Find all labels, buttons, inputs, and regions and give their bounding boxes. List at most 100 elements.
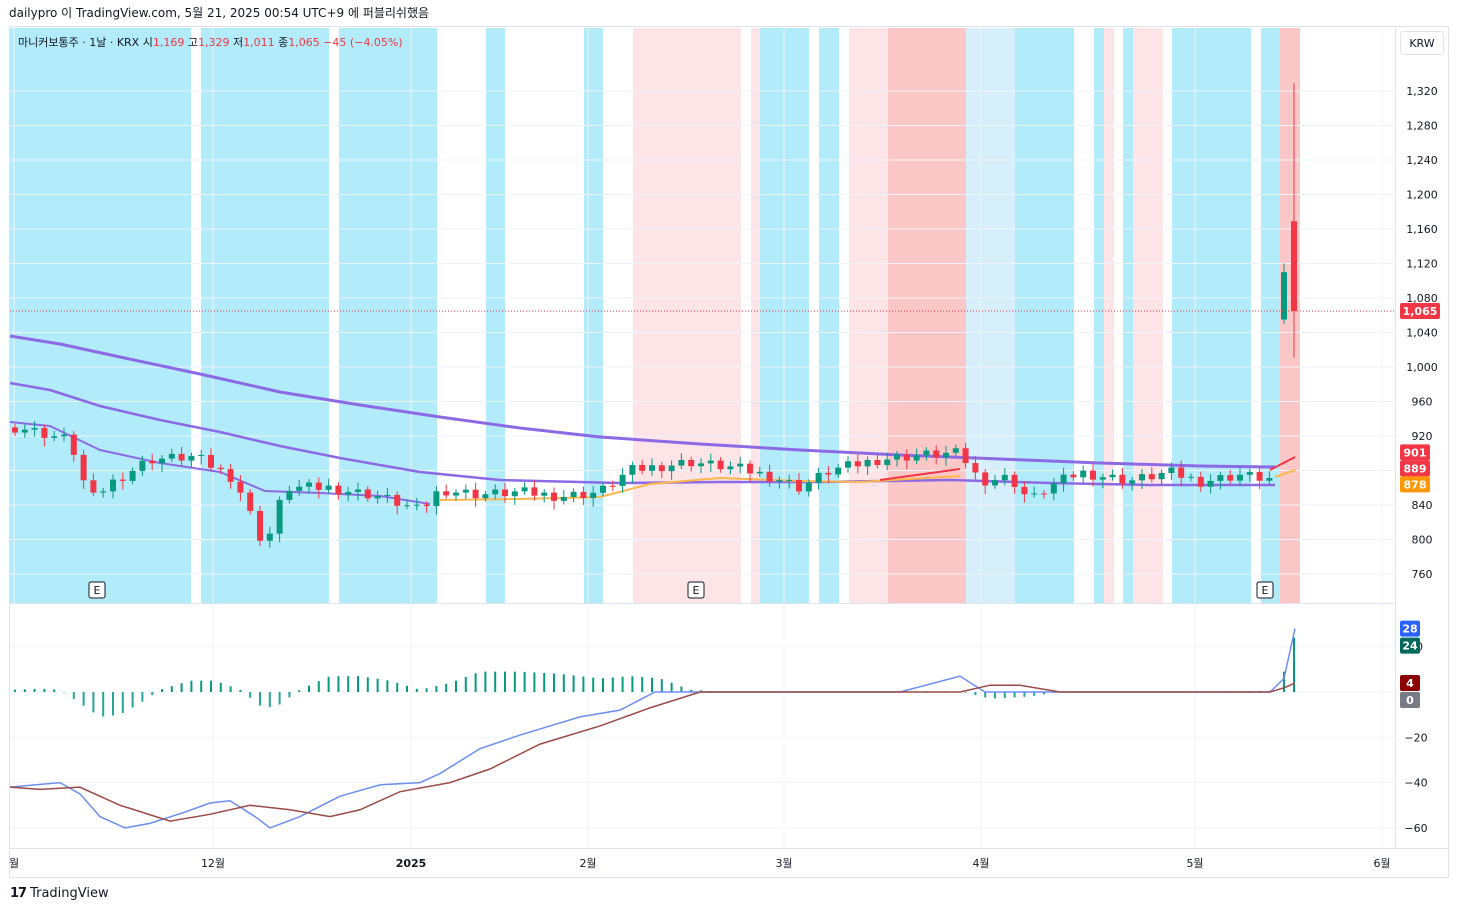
candle-body xyxy=(100,491,107,493)
currency-button[interactable]: KRW xyxy=(1400,31,1444,55)
earnings-marker-label: E xyxy=(94,584,101,597)
regime-band xyxy=(819,28,839,603)
candle-body xyxy=(756,471,763,474)
regime-band xyxy=(1104,28,1114,603)
regime-band xyxy=(1015,28,1074,603)
candle-body xyxy=(119,479,126,481)
candle-body xyxy=(384,494,391,496)
price-tick-label: 840 xyxy=(1412,499,1433,512)
candle-body xyxy=(707,460,714,464)
low-value: 1,011 xyxy=(243,36,275,49)
macd-value-tag-label: 0 xyxy=(1406,694,1414,707)
indicator-price-tag xyxy=(1400,460,1430,477)
price-tick-label: 1,160 xyxy=(1406,223,1438,236)
footer-brand: 17 TradingView xyxy=(10,886,109,901)
background-bands xyxy=(10,28,1300,603)
candle-body xyxy=(227,469,234,482)
ma-orange-tail xyxy=(1274,469,1296,478)
macd-value-tag xyxy=(1400,691,1420,708)
candle-body xyxy=(786,479,793,481)
candle-body xyxy=(884,459,891,466)
regime-band xyxy=(888,28,966,603)
candle-body xyxy=(1139,474,1145,481)
candle-body xyxy=(139,460,146,471)
candle-body xyxy=(217,467,224,470)
candle-body xyxy=(1178,467,1185,478)
candle-body xyxy=(315,482,322,490)
candle-body xyxy=(1001,474,1008,481)
last-price-tag-label: 1,065 xyxy=(1403,305,1438,318)
candle-body xyxy=(345,491,352,495)
candle-body xyxy=(531,487,538,496)
trend-segment xyxy=(879,468,961,481)
macd-value-tag-label: 24 xyxy=(1402,640,1418,653)
candle-body xyxy=(727,466,734,470)
candle-body xyxy=(521,487,528,492)
candle-body xyxy=(51,436,58,438)
candle-body xyxy=(805,482,812,492)
candle-body xyxy=(580,491,587,498)
candle-body xyxy=(1237,474,1243,481)
time-tick-label: 6월 xyxy=(1373,857,1390,870)
time-tick-label: 2025 xyxy=(396,857,427,870)
regime-band xyxy=(751,28,760,603)
candle-body xyxy=(972,463,979,473)
price-tick-label: 1,320 xyxy=(1406,85,1438,98)
regime-band xyxy=(10,28,191,603)
candle-body xyxy=(1291,221,1297,311)
price-tick-label: 920 xyxy=(1412,430,1433,443)
candle-body xyxy=(374,495,381,499)
macd-tick-label: −60 xyxy=(1404,822,1427,835)
time-tick-label: 월 xyxy=(9,857,19,870)
candle-body xyxy=(1021,486,1028,495)
candle-body xyxy=(1168,467,1175,474)
candle-body xyxy=(237,481,244,493)
time-axis: 월 12월 2025 2월 3월 4월 5월 6월 xyxy=(9,857,1391,870)
candle-body xyxy=(1080,470,1087,478)
time-tick-label: 5월 xyxy=(1186,857,1203,870)
candle-body xyxy=(472,489,479,499)
earnings-marker-icon xyxy=(1256,581,1274,599)
candle-body xyxy=(257,510,263,541)
candle-body xyxy=(1188,476,1194,478)
price-tick-label: 1,200 xyxy=(1406,189,1438,202)
indicator-price-tag-label: 878 xyxy=(1404,478,1427,491)
candle-body xyxy=(737,463,744,467)
earnings-marker-label: E xyxy=(693,584,700,597)
price-tick-label: 1,240 xyxy=(1406,154,1438,167)
high-value: 1,329 xyxy=(197,36,230,49)
candle-body xyxy=(747,463,753,474)
candle-body xyxy=(835,467,842,475)
macd-value-tag-label: 28 xyxy=(1402,623,1417,636)
moving-averages xyxy=(9,334,1296,505)
time-tick-label: 12월 xyxy=(201,857,225,870)
candle-body xyxy=(413,504,420,506)
candle-body xyxy=(1129,480,1136,484)
price-tick-label: 1,120 xyxy=(1406,258,1438,271)
candle-body xyxy=(247,492,254,511)
regime-band xyxy=(584,28,603,603)
macd-value-tag-label: 4 xyxy=(1406,677,1414,690)
candle-body xyxy=(1109,474,1116,478)
candle-body xyxy=(433,491,440,506)
candle-body xyxy=(1158,473,1165,480)
candle-body xyxy=(168,453,175,459)
macd-line xyxy=(9,628,1296,829)
regime-band xyxy=(1123,28,1133,603)
candle-body xyxy=(825,472,832,475)
candle-body xyxy=(188,455,195,461)
candle-body xyxy=(668,465,675,472)
time-tick-label: 3월 xyxy=(775,857,792,870)
price-tick-label: 1,080 xyxy=(1406,292,1438,305)
chart-frame xyxy=(9,26,1449,878)
candle-body xyxy=(854,461,861,467)
macd-tick-label: −40 xyxy=(1404,777,1427,790)
candle-body xyxy=(913,455,920,461)
candle-body xyxy=(992,480,998,486)
candle-body xyxy=(943,452,949,458)
candles xyxy=(10,83,1395,548)
candle-body xyxy=(1031,493,1038,495)
symbol-legend: 마니커보통주 · 1날 · KRX 시1,169 고1,329 저1,011 종… xyxy=(18,36,403,49)
